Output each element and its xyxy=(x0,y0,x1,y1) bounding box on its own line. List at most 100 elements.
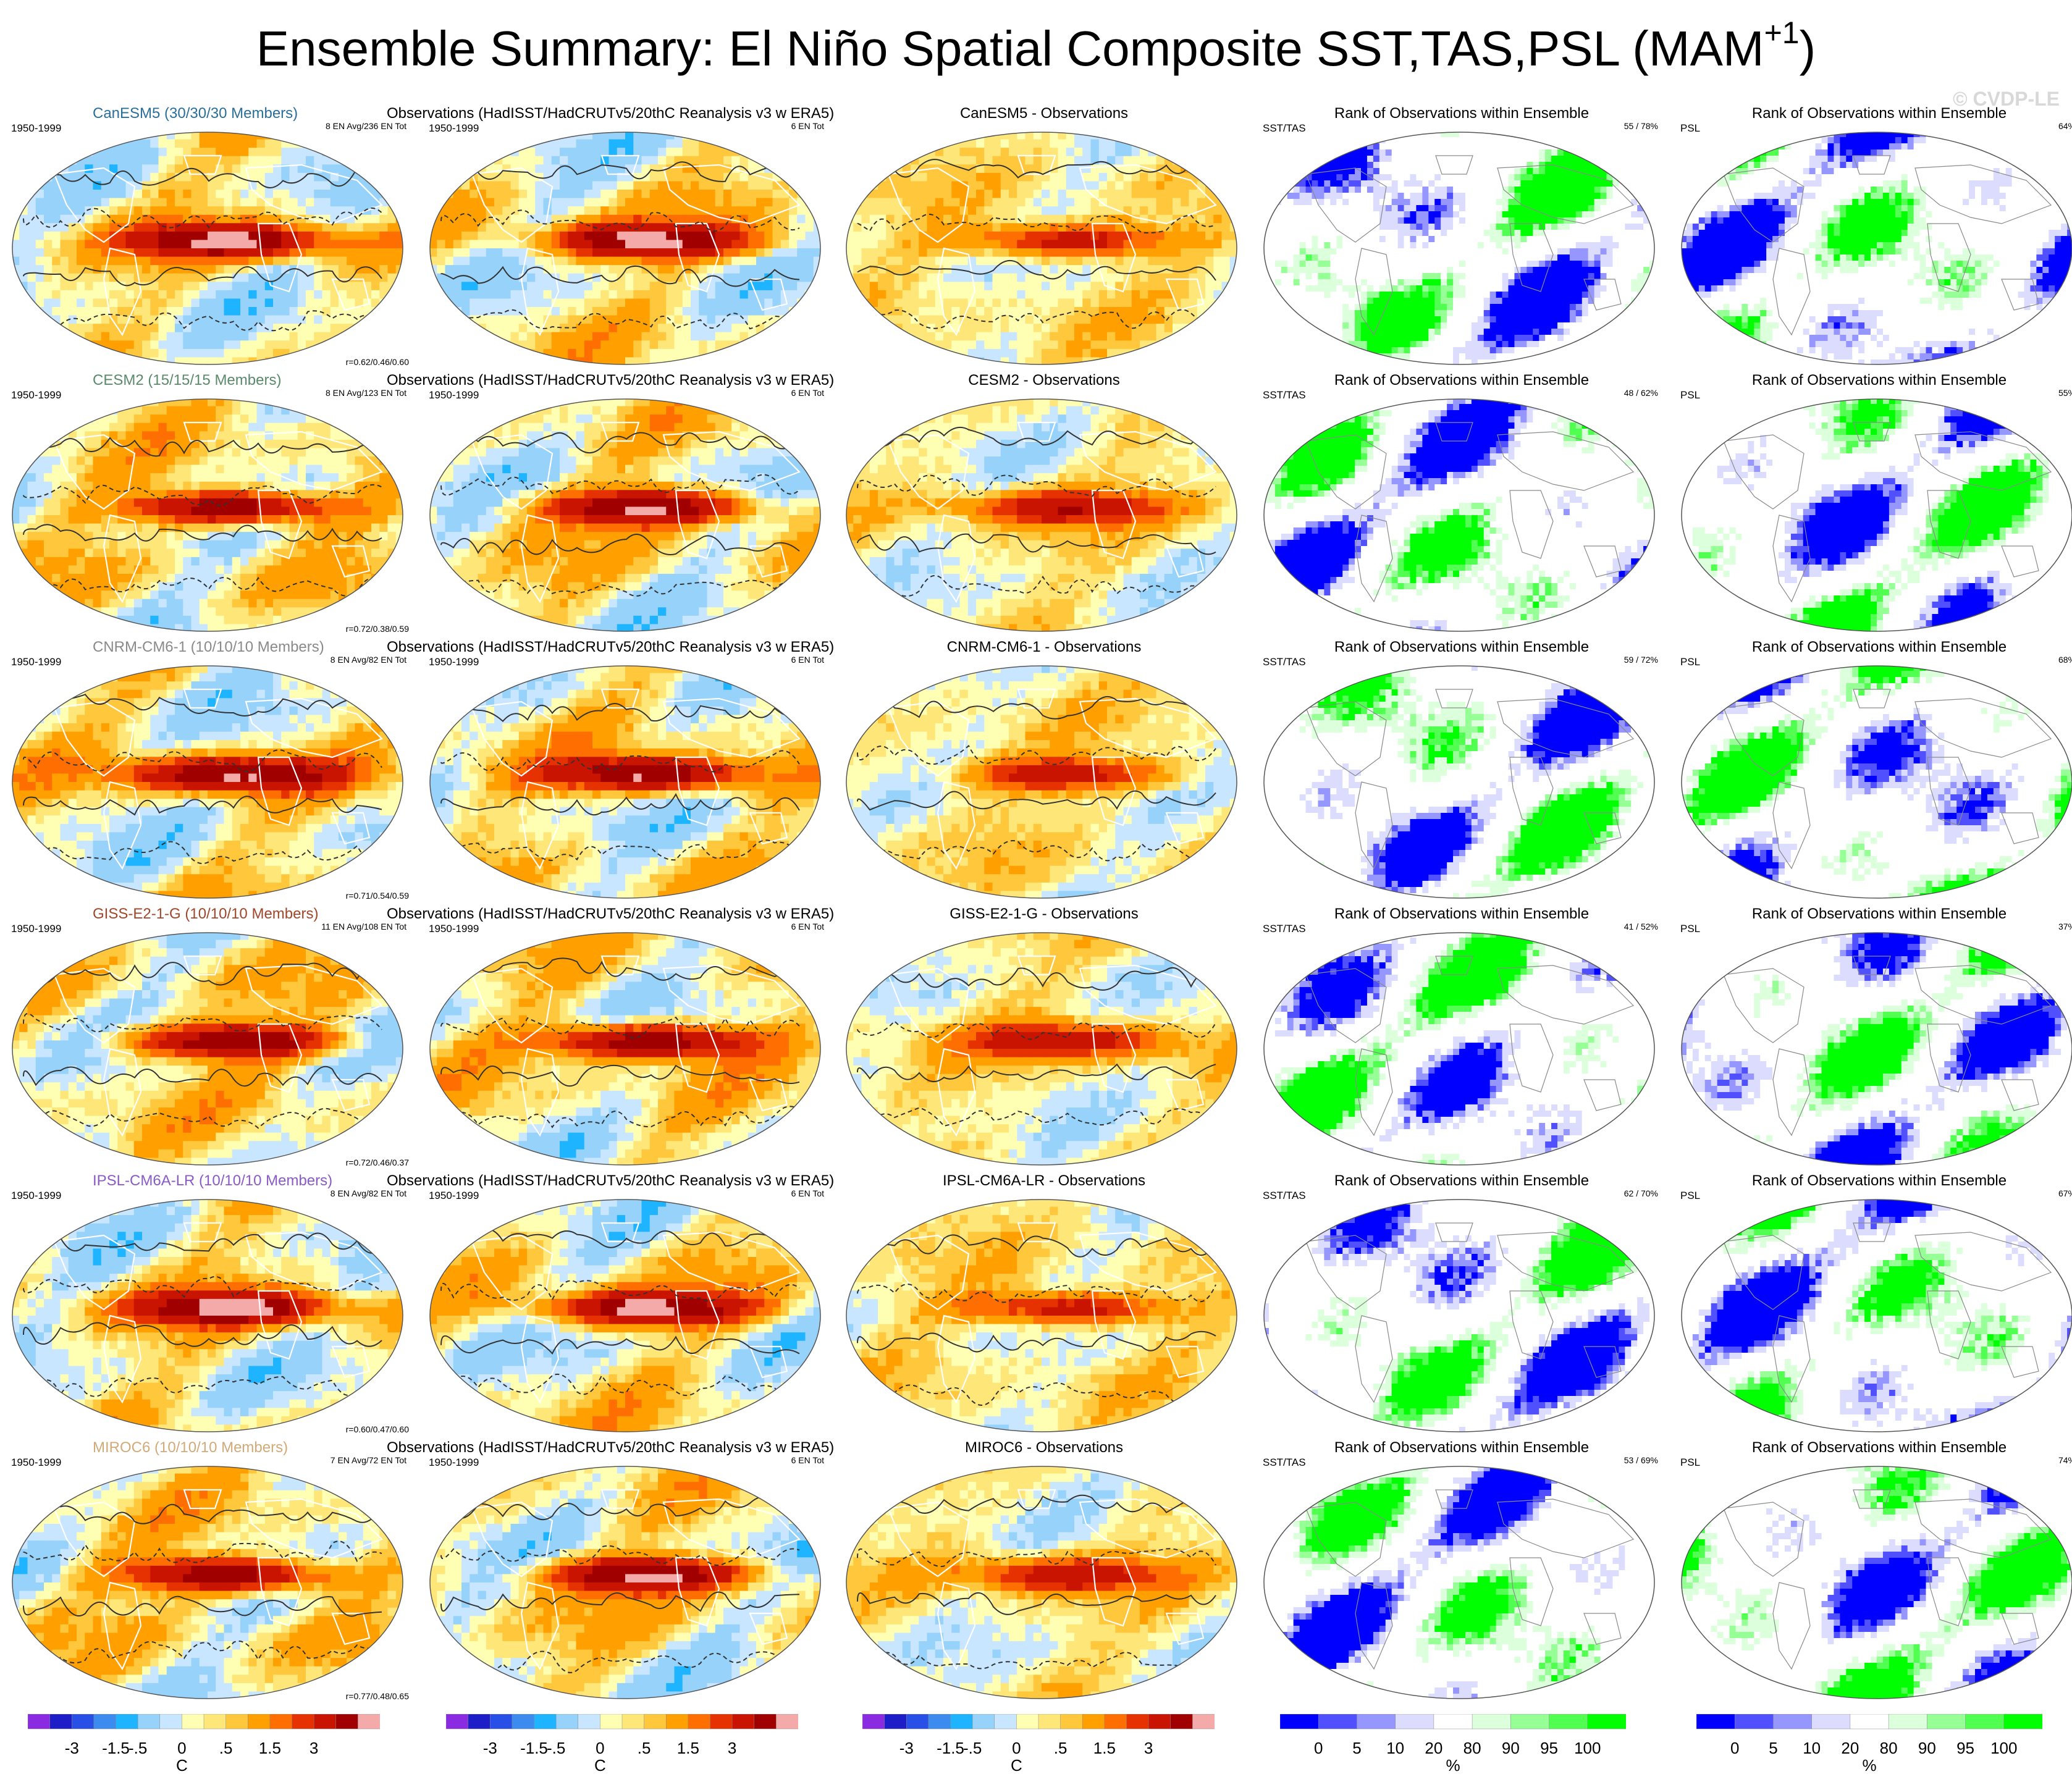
map-temperature xyxy=(429,932,821,1166)
colorbar-swatch xyxy=(1850,1714,1889,1729)
obs-title: Observations (HadISST/HadCRUTv5/20thC Re… xyxy=(387,639,834,656)
rank-percent: 55% xyxy=(2058,388,2072,398)
colorbar-tick-label: 10 xyxy=(1386,1739,1404,1758)
colorbar-swatch xyxy=(1472,1714,1512,1729)
map-rank xyxy=(1263,665,1655,899)
map-temperature xyxy=(846,665,1237,899)
colorbar-tick-label: 5 xyxy=(1352,1739,1361,1758)
colorbar-ticks: 0 5 10 20 80 90 95 100 xyxy=(1280,1739,1626,1757)
colorbar-swatch xyxy=(534,1714,557,1729)
map-temperature xyxy=(846,132,1237,365)
colorbar-tick-label: 1.5 xyxy=(677,1739,699,1758)
period-label: 1950-1999 xyxy=(11,1456,61,1469)
colorbar-tick-label: 0 xyxy=(1730,1739,1739,1758)
map-temperature xyxy=(12,1466,403,1699)
rank-sst-panel-canesm5: Rank of Observations within Ensemble SST/… xyxy=(1258,105,1666,371)
colorbar-swatch xyxy=(182,1714,204,1729)
diff-title: GISS-E2-1-G - Observations xyxy=(840,906,1248,923)
map-temperature xyxy=(12,932,403,1166)
colorbar-swatch xyxy=(1587,1714,1626,1729)
map-temperature xyxy=(429,665,821,899)
colorbar-tick-label: 95 xyxy=(1540,1739,1558,1758)
colorbar-swatch xyxy=(1104,1714,1127,1729)
model-panel-giss-e2-1-g: GISS-E2-1-G (10/10/10 Members) 1950-1999 1… xyxy=(6,906,414,1171)
model-ensemble-info: 8 EN Avg/82 EN Tot xyxy=(331,655,406,665)
colorbar-swatch xyxy=(1696,1714,1735,1729)
colorbar-swatch xyxy=(468,1714,491,1729)
period-label: 1950-1999 xyxy=(11,1190,61,1202)
rank-percent: 37% xyxy=(2058,922,2072,931)
colorbar-swatch xyxy=(1170,1714,1194,1729)
rank-variable-label: SST/TAS xyxy=(1263,923,1306,935)
pattern-correlation: r=0.62/0.46/0.60 xyxy=(346,357,409,367)
colorbar-swatch xyxy=(93,1714,117,1729)
rank-psl-panel-cesm2: Rank of Observations within Ensemble PSL 5… xyxy=(1675,372,2072,637)
pattern-correlation: r=0.77/0.48/0.65 xyxy=(346,1691,409,1701)
colorbar-tick-label: 1.5 xyxy=(259,1739,281,1758)
colorbar-tick-label: 0 xyxy=(177,1739,186,1758)
colorbar-swatch xyxy=(313,1714,337,1729)
rank-title: Rank of Observations within Ensemble xyxy=(1258,1172,1666,1190)
rank-variable-label: SST/TAS xyxy=(1263,122,1306,135)
colorbar-tick-label: 3 xyxy=(310,1739,318,1758)
diff-panel-miroc6: MIROC6 - Observations xyxy=(840,1439,1248,1705)
period-label: 1950-1999 xyxy=(429,122,479,135)
colorbar-tick-label: 20 xyxy=(1841,1739,1859,1758)
obs-ensemble-info: 6 EN Tot xyxy=(791,922,824,931)
obs-ensemble-info: 6 EN Tot xyxy=(791,655,824,665)
colorbar-tick-label: .5 xyxy=(219,1739,233,1758)
map-temperature xyxy=(429,1466,821,1699)
colorbar-tick-label: 0 xyxy=(1314,1739,1323,1758)
rank-variable-label: PSL xyxy=(1680,923,1700,935)
diff-title: CNRM-CM6-1 - Observations xyxy=(840,639,1248,656)
rank-variable-label: PSL xyxy=(1680,1456,1700,1469)
rank-psl-panel-giss-e2-1-g: Rank of Observations within Ensemble PSL 3… xyxy=(1675,906,2072,1171)
colorbar-swatch xyxy=(203,1714,227,1729)
diff-title: IPSL-CM6A-LR - Observations xyxy=(840,1172,1248,1190)
colorbar-swatches xyxy=(28,1714,380,1729)
colorbar-swatch xyxy=(1318,1714,1358,1729)
map-temperature xyxy=(12,132,403,365)
colorbar-swatches xyxy=(1696,1714,2042,1729)
figure-title-superscript: +1 xyxy=(1764,15,1800,50)
rank-variable-label: SST/TAS xyxy=(1263,1190,1306,1202)
period-label: 1950-1999 xyxy=(429,1456,479,1469)
rank-percent: 74% xyxy=(2058,1455,2072,1465)
colorbar-swatches xyxy=(862,1714,1215,1729)
map-temperature xyxy=(429,1199,821,1432)
colorbar-swatch xyxy=(490,1714,513,1729)
rank-title: Rank of Observations within Ensemble xyxy=(1258,639,1666,656)
colorbar-swatch xyxy=(1016,1714,1039,1729)
colorbar-swatch xyxy=(555,1714,579,1729)
period-label: 1950-1999 xyxy=(429,923,479,935)
colorbar-swatch xyxy=(950,1714,973,1729)
obs-title: Observations (HadISST/HadCRUTv5/20thC Re… xyxy=(387,1439,834,1456)
rank-percent: 53 / 69% xyxy=(1624,1455,1658,1465)
pattern-correlation: r=0.72/0.38/0.59 xyxy=(346,624,409,634)
colorbar-ticks: -3 -1.5 -.5 0 .5 1.5 3 xyxy=(28,1739,380,1757)
model-ensemble-info: 7 EN Avg/72 EN Tot xyxy=(331,1455,406,1465)
colorbar-swatch xyxy=(1811,1714,1851,1729)
colorbar-tick-label: 90 xyxy=(1502,1739,1520,1758)
obs-panel-miroc6: Observations (HadISST/HadCRUTv5/20thC Re… xyxy=(387,1439,834,1705)
diff-panel-canesm5: CanESM5 - Observations xyxy=(840,105,1248,371)
colorbar-swatch xyxy=(1280,1714,1319,1729)
colorbar-swatch xyxy=(928,1714,951,1729)
rank-sst-panel-giss-e2-1-g: Rank of Observations within Ensemble SST/… xyxy=(1258,906,1666,1171)
rank-colorbar-2: 0 5 10 20 80 90 95 100% xyxy=(1696,1714,2042,1776)
model-panel-miroc6: MIROC6 (10/10/10 Members) 1950-1999 7 EN A… xyxy=(6,1439,414,1705)
colorbar-ticks: -3 -1.5 -.5 0 .5 1.5 3 xyxy=(446,1739,798,1757)
colorbar-swatch xyxy=(1549,1714,1588,1729)
colorbar-swatch xyxy=(906,1714,929,1729)
pattern-correlation: r=0.72/0.46/0.37 xyxy=(346,1158,409,1167)
obs-title: Observations (HadISST/HadCRUTv5/20thC Re… xyxy=(387,105,834,122)
colorbar-swatch xyxy=(1192,1714,1215,1729)
colorbar-swatch xyxy=(688,1714,711,1729)
obs-title: Observations (HadISST/HadCRUTv5/20thC Re… xyxy=(387,906,834,923)
rank-variable-label: SST/TAS xyxy=(1263,1456,1306,1469)
colorbar-unit: C xyxy=(1011,1756,1022,1775)
map-temperature xyxy=(846,1466,1237,1699)
rank-title: Rank of Observations within Ensemble xyxy=(1258,105,1666,122)
colorbar-swatch xyxy=(512,1714,535,1729)
colorbar-swatch xyxy=(1357,1714,1396,1729)
